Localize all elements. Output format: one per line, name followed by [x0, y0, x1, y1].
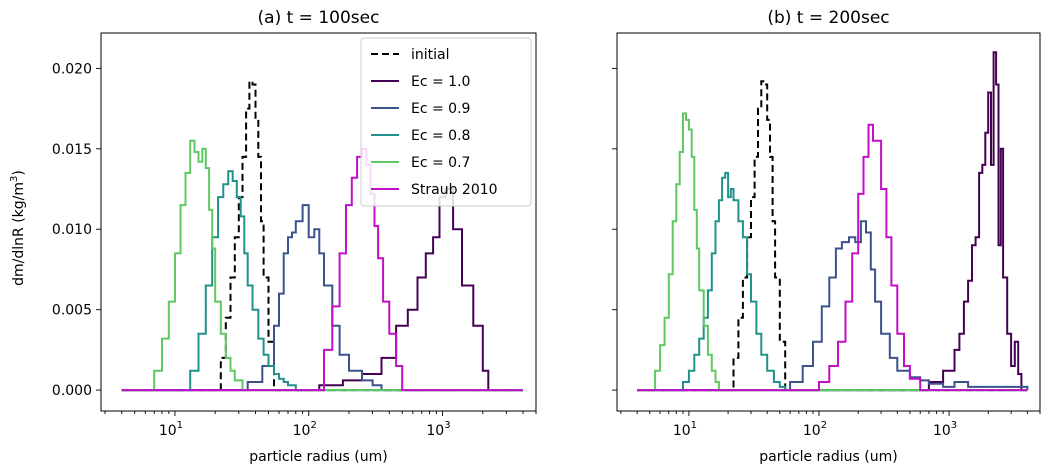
axes-frame	[100, 32, 537, 412]
y-tick-label: 0.000	[52, 383, 92, 399]
x-axis-label: particle radius (um)	[249, 449, 387, 465]
y-tick-label: 0.005	[52, 303, 92, 319]
x-axis-label: particle radius (um)	[759, 449, 897, 465]
y-tick-label: 0.010	[52, 222, 92, 238]
series-line-1	[637, 51, 1028, 392]
series-line-4	[121, 139, 523, 392]
panel-title: (b) t = 200sec	[767, 8, 889, 28]
legend-label: Ec = 0.8	[411, 128, 470, 144]
legend-label: Ec = 0.9	[411, 101, 470, 117]
legend-box	[360, 37, 532, 207]
series-line-3	[121, 170, 523, 392]
legend-label: Ec = 0.7	[411, 155, 470, 171]
series-line-2	[637, 220, 1029, 392]
panel-a: 0.000 0.005 0.010 0.015 0.020 101 102 103 (a) t …	[52, 8, 537, 465]
x-tick-label: 102	[293, 420, 317, 439]
series-line-0	[637, 80, 1028, 392]
axes-frame	[616, 32, 1041, 412]
legend-label: Ec = 1.0	[411, 74, 470, 90]
x-tick-label: 101	[673, 420, 697, 439]
legend: initial Ec = 1.0 Ec = 0.9 Ec = 0.8 Ec = 0.7 S…	[360, 37, 532, 207]
legend-label: Straub 2010	[411, 182, 498, 198]
y-axis-label: dm/dlnR (kg/m3)	[9, 170, 27, 286]
x-tick-label: 102	[803, 420, 827, 439]
legend-label: initial	[411, 47, 450, 63]
y-tick-label: 0.015	[52, 142, 92, 158]
series-line-4	[637, 112, 1028, 392]
series-line-3	[637, 171, 1028, 392]
panel-title: (a) t = 100sec	[258, 8, 380, 28]
series-line-0	[121, 80, 523, 392]
series-group	[637, 51, 1029, 392]
x-tick-label: 103	[933, 420, 957, 439]
x-tick-label: 101	[159, 420, 183, 439]
x-tick-label: 103	[426, 420, 450, 439]
panels: 0.000 0.005 0.010 0.015 0.020 101 102 103 (a) t …	[52, 8, 1041, 465]
y-axis-label-text: dm/dlnR (kg/m3)	[9, 170, 27, 286]
series-line-2	[121, 204, 523, 392]
y-tick-label: 0.020	[52, 61, 92, 77]
series-line-5	[637, 123, 1028, 392]
series-line-1	[121, 188, 523, 392]
panel-b: 101 102 103 (b) t = 200sec particle radius (…	[612, 8, 1041, 465]
